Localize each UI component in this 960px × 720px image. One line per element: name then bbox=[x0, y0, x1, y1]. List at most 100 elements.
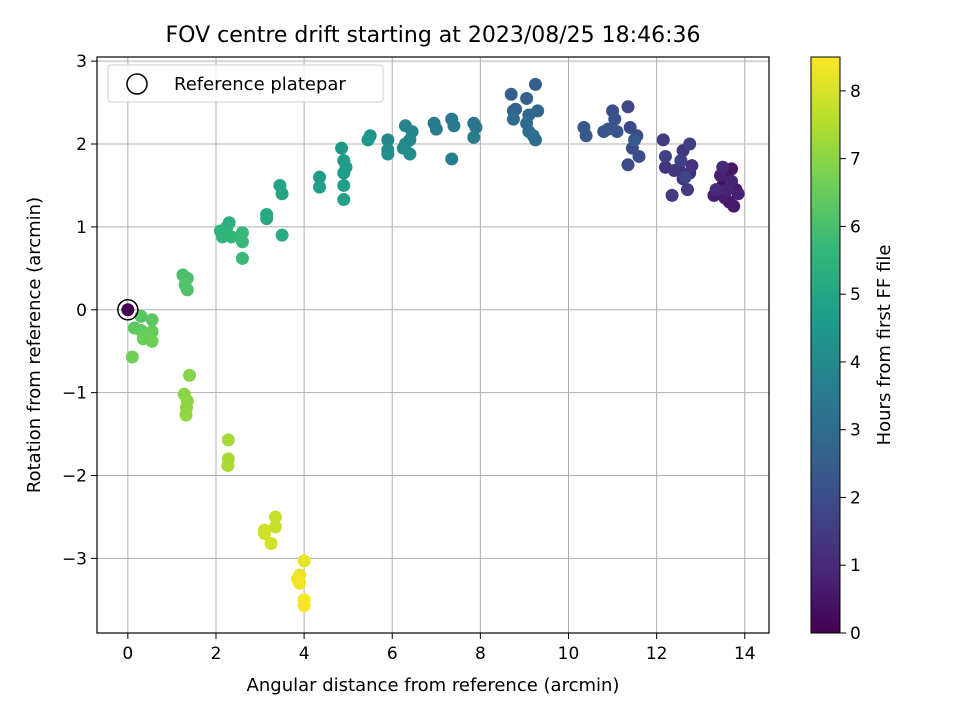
data-point bbox=[403, 147, 417, 161]
grid bbox=[97, 57, 769, 633]
data-point bbox=[134, 309, 148, 323]
data-point bbox=[667, 164, 681, 178]
colorbar-ticks: 0 1 2 3 4 5 6 7 8 bbox=[840, 82, 861, 644]
data-point bbox=[275, 187, 289, 201]
data-point bbox=[297, 599, 311, 613]
x-tick-label: 8 bbox=[475, 644, 486, 664]
data-point bbox=[504, 87, 518, 101]
data-point bbox=[275, 228, 289, 242]
data-point bbox=[145, 324, 159, 338]
data-point bbox=[685, 159, 699, 173]
data-point bbox=[656, 133, 670, 147]
data-point bbox=[674, 154, 688, 168]
x-tick-label: 10 bbox=[558, 644, 580, 664]
x-tick-label: 12 bbox=[646, 644, 668, 664]
data-point bbox=[709, 183, 723, 197]
colorbar-tick-label: 6 bbox=[850, 217, 861, 237]
y-tick-label: −1 bbox=[62, 384, 87, 404]
data-point bbox=[727, 199, 741, 213]
data-point bbox=[221, 459, 235, 473]
colorbar-tick-label: 4 bbox=[850, 353, 861, 373]
data-point bbox=[628, 133, 642, 147]
data-point bbox=[621, 158, 635, 172]
data-point bbox=[509, 102, 523, 116]
y-tick-label: 0 bbox=[76, 301, 87, 321]
data-point bbox=[313, 170, 327, 184]
data-point bbox=[621, 100, 635, 114]
colorbar-tick-label: 5 bbox=[850, 285, 861, 305]
data-point bbox=[731, 187, 745, 201]
chart-title: FOV centre drift starting at 2023/08/25 … bbox=[166, 23, 701, 48]
data-point bbox=[381, 147, 395, 161]
x-tick-label: 6 bbox=[387, 644, 398, 664]
data-point bbox=[221, 433, 235, 447]
data-point bbox=[665, 188, 679, 202]
data-point bbox=[683, 137, 697, 151]
colorbar-tick-label: 7 bbox=[850, 150, 861, 170]
plot-frame bbox=[96, 56, 770, 634]
data-point bbox=[506, 112, 520, 126]
data-point bbox=[260, 212, 274, 226]
reference-point-marker-icon bbox=[117, 299, 139, 321]
data-point bbox=[145, 334, 159, 348]
plot-area bbox=[96, 56, 770, 634]
data-point bbox=[658, 149, 672, 163]
data-point bbox=[268, 520, 282, 534]
x-axis-label: Angular distance from reference (arcmin) bbox=[247, 675, 620, 696]
data-point bbox=[257, 527, 271, 541]
legend-box bbox=[107, 64, 384, 103]
y-axis-ticks: −3 −2 −1 0 1 2 3 bbox=[62, 52, 97, 569]
y-tick-label: 2 bbox=[76, 135, 87, 155]
data-point bbox=[337, 178, 351, 192]
data-point bbox=[268, 510, 282, 524]
data-point bbox=[235, 226, 249, 240]
data-point bbox=[180, 283, 194, 297]
data-point bbox=[235, 251, 249, 265]
reference-point-group bbox=[117, 299, 139, 321]
data-point bbox=[447, 119, 461, 133]
data-point bbox=[528, 77, 542, 91]
data-point bbox=[610, 125, 624, 139]
x-tick-label: 4 bbox=[299, 644, 310, 664]
data-point bbox=[680, 183, 694, 197]
data-point bbox=[361, 133, 375, 147]
data-point bbox=[264, 536, 278, 550]
data-point bbox=[720, 183, 734, 197]
data-point bbox=[632, 149, 646, 163]
data-point bbox=[224, 230, 238, 244]
colorbar-tick-label: 8 bbox=[850, 82, 861, 102]
data-point bbox=[608, 112, 622, 126]
data-point bbox=[678, 170, 692, 184]
data-point bbox=[179, 408, 193, 422]
data-point bbox=[235, 235, 249, 249]
x-axis-ticks: 0 2 4 6 8 10 12 14 bbox=[122, 633, 756, 664]
colorbar-tick-label: 1 bbox=[850, 556, 861, 576]
colorbar-gradient bbox=[810, 56, 841, 634]
data-point bbox=[469, 120, 483, 134]
legend-entry-reference: Reference platepar bbox=[174, 74, 346, 95]
legend: Reference platepar bbox=[107, 64, 384, 103]
data-point bbox=[337, 166, 351, 180]
data-point bbox=[716, 160, 730, 174]
y-tick-label: −2 bbox=[62, 467, 87, 487]
colorbar-tick-label: 0 bbox=[850, 624, 861, 644]
data-point bbox=[297, 554, 311, 568]
colorbar: 0 1 2 3 4 5 6 7 8 Hours from first FF file bbox=[810, 56, 895, 644]
data-point bbox=[335, 141, 349, 155]
scatter-points bbox=[125, 77, 745, 613]
data-point bbox=[579, 129, 593, 143]
data-point bbox=[429, 122, 443, 136]
data-point bbox=[313, 180, 327, 194]
reference-point-fill bbox=[121, 303, 135, 317]
data-point bbox=[467, 130, 481, 144]
data-point bbox=[293, 576, 307, 590]
data-point bbox=[528, 133, 542, 147]
x-tick-label: 2 bbox=[211, 644, 222, 664]
data-point bbox=[445, 152, 459, 166]
x-tick-label: 14 bbox=[734, 644, 756, 664]
data-point bbox=[125, 350, 139, 364]
legend-marker-reference-icon bbox=[126, 73, 148, 95]
x-tick-label: 0 bbox=[122, 644, 133, 664]
data-point bbox=[183, 368, 197, 382]
